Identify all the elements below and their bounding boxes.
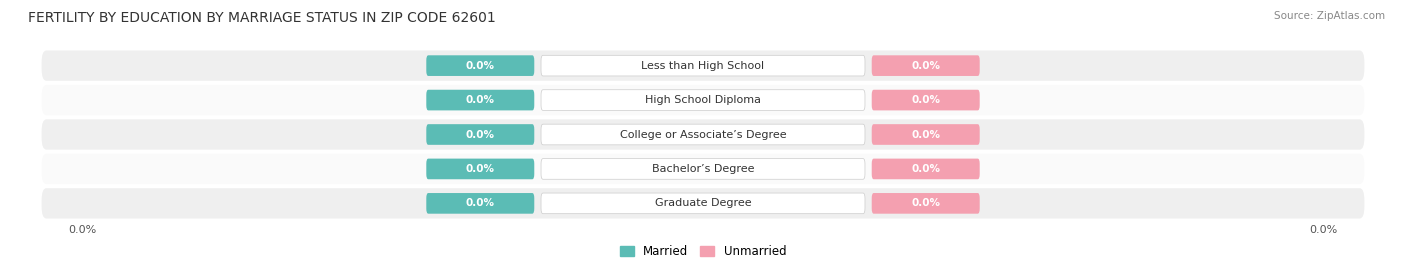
Text: College or Associate’s Degree: College or Associate’s Degree	[620, 129, 786, 140]
Text: Source: ZipAtlas.com: Source: ZipAtlas.com	[1274, 11, 1385, 21]
Legend: Married, Unmarried: Married, Unmarried	[614, 240, 792, 263]
FancyBboxPatch shape	[872, 193, 980, 214]
Text: 0.0%: 0.0%	[911, 129, 941, 140]
FancyBboxPatch shape	[426, 55, 534, 76]
Text: 0.0%: 0.0%	[465, 198, 495, 208]
FancyBboxPatch shape	[42, 188, 1364, 218]
FancyBboxPatch shape	[541, 55, 865, 76]
Text: 0.0%: 0.0%	[465, 95, 495, 105]
FancyBboxPatch shape	[426, 124, 534, 145]
Text: Less than High School: Less than High School	[641, 61, 765, 71]
Text: Bachelor’s Degree: Bachelor’s Degree	[652, 164, 754, 174]
FancyBboxPatch shape	[541, 159, 865, 179]
FancyBboxPatch shape	[872, 55, 980, 76]
Text: Graduate Degree: Graduate Degree	[655, 198, 751, 208]
FancyBboxPatch shape	[426, 159, 534, 179]
Text: 0.0%: 0.0%	[911, 164, 941, 174]
FancyBboxPatch shape	[42, 154, 1364, 184]
FancyBboxPatch shape	[42, 119, 1364, 150]
Text: High School Diploma: High School Diploma	[645, 95, 761, 105]
Text: 0.0%: 0.0%	[911, 198, 941, 208]
Text: 0.0%: 0.0%	[1309, 225, 1337, 235]
FancyBboxPatch shape	[872, 90, 980, 110]
FancyBboxPatch shape	[541, 90, 865, 110]
Text: 0.0%: 0.0%	[69, 225, 97, 235]
FancyBboxPatch shape	[541, 193, 865, 214]
Text: 0.0%: 0.0%	[465, 61, 495, 71]
FancyBboxPatch shape	[426, 90, 534, 110]
FancyBboxPatch shape	[541, 124, 865, 145]
FancyBboxPatch shape	[872, 124, 980, 145]
Text: 0.0%: 0.0%	[911, 61, 941, 71]
Text: 0.0%: 0.0%	[465, 129, 495, 140]
FancyBboxPatch shape	[42, 85, 1364, 115]
FancyBboxPatch shape	[426, 193, 534, 214]
Text: 0.0%: 0.0%	[465, 164, 495, 174]
Text: 0.0%: 0.0%	[911, 95, 941, 105]
FancyBboxPatch shape	[872, 159, 980, 179]
Text: FERTILITY BY EDUCATION BY MARRIAGE STATUS IN ZIP CODE 62601: FERTILITY BY EDUCATION BY MARRIAGE STATU…	[28, 11, 496, 25]
FancyBboxPatch shape	[42, 51, 1364, 81]
